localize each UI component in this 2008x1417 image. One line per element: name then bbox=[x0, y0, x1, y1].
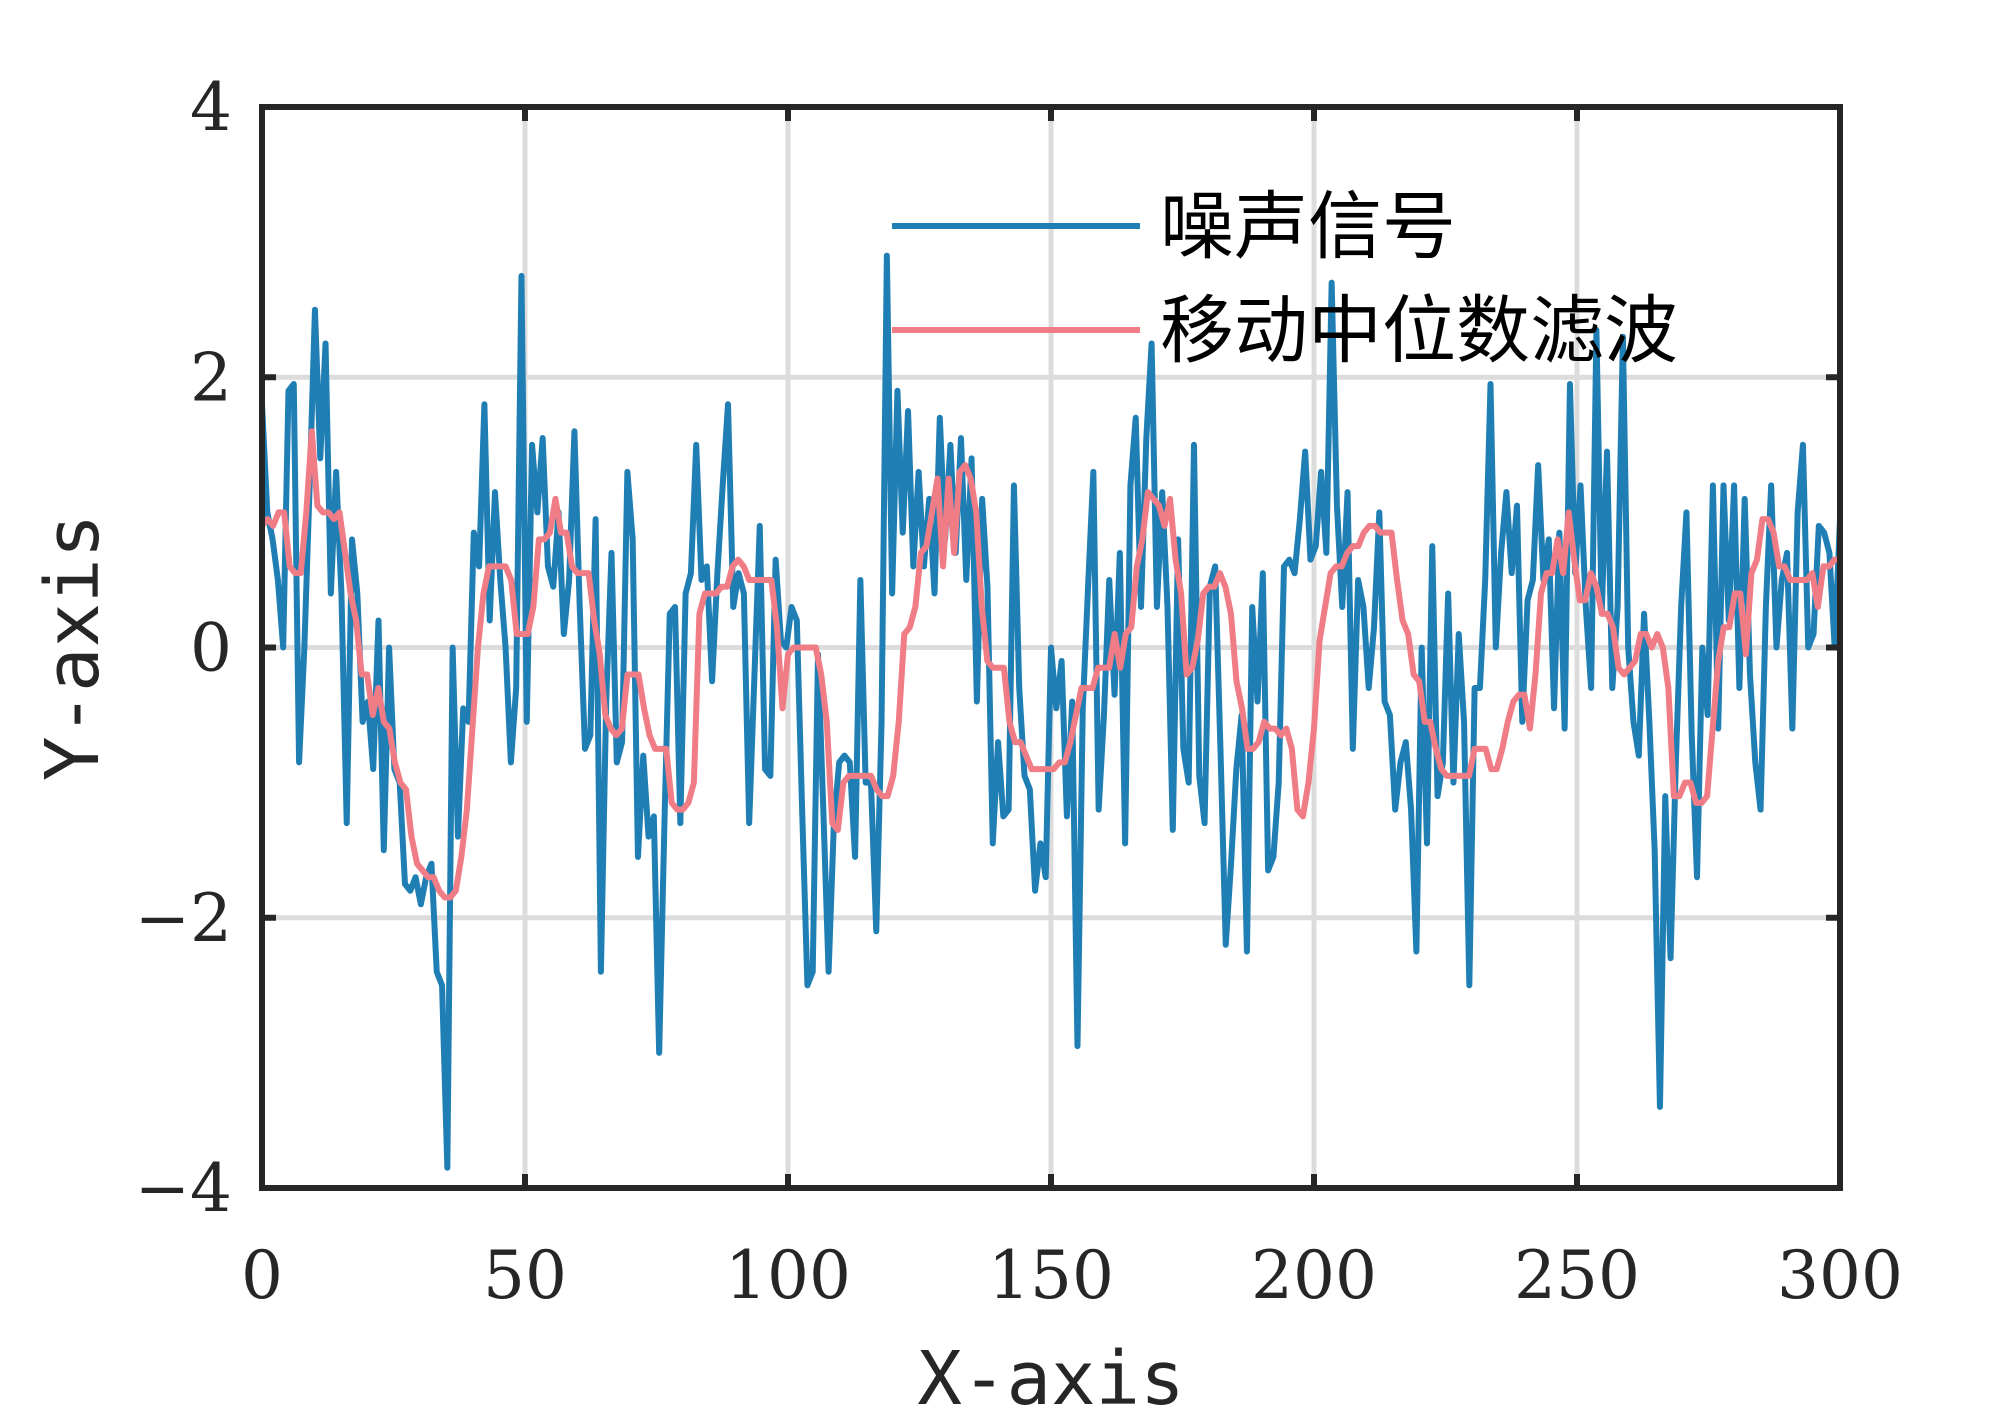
series-layer bbox=[262, 252, 1840, 1171]
legend-label-median-filter: 移动中位数滤波 bbox=[1160, 288, 1678, 374]
legend-label-noise: 噪声信号 bbox=[1160, 184, 1456, 270]
legend: 噪声信号 移动中位数滤波 bbox=[892, 184, 1678, 374]
plot-area bbox=[262, 252, 1840, 1171]
x-tick-label-1: 50 bbox=[483, 1237, 567, 1314]
x-tick-label-4: 200 bbox=[1251, 1237, 1377, 1314]
series-line-0 bbox=[262, 252, 1840, 1171]
x-tick-label-3: 150 bbox=[988, 1237, 1114, 1314]
x-tick-label-0: 0 bbox=[241, 1237, 283, 1314]
y-tick-label-2: 0 bbox=[190, 610, 232, 687]
ticks bbox=[259, 104, 1843, 1191]
x-tick-label-6: 300 bbox=[1777, 1237, 1903, 1314]
x-axis-title: X-axis bbox=[917, 1336, 1184, 1417]
series-line-1 bbox=[262, 428, 1840, 901]
x-tick-label-2: 100 bbox=[725, 1237, 851, 1314]
y-tick-label-4: 4 bbox=[190, 69, 232, 146]
tick-labels: 0 50 100 150 200 250 300 −4 −2 0 2 4 bbox=[135, 69, 1903, 1314]
x-tick-label-5: 250 bbox=[1514, 1237, 1640, 1314]
y-tick-label-1: −2 bbox=[135, 880, 232, 957]
y-tick-label-0: −4 bbox=[135, 1150, 232, 1227]
y-tick-label-3: 2 bbox=[190, 339, 232, 416]
y-axis-title: Y-axis bbox=[30, 514, 116, 781]
